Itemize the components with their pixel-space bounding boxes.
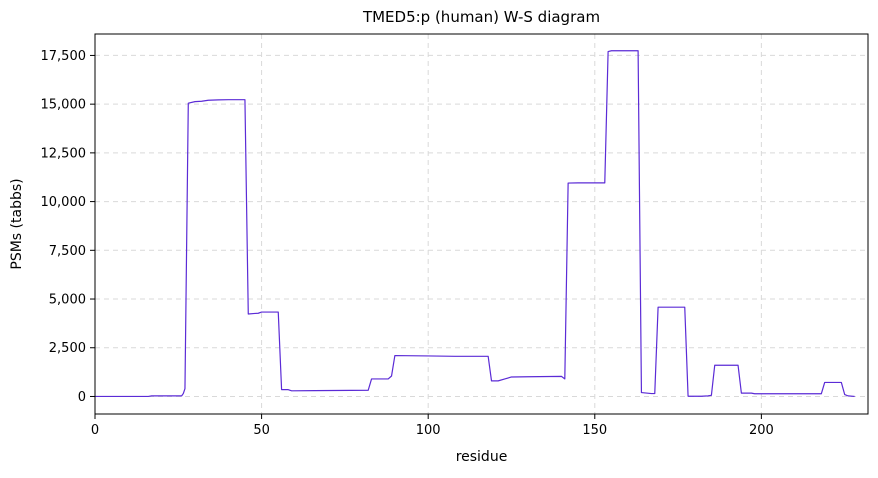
x-axis-label: residue xyxy=(456,449,508,465)
y-tick-label: 17,500 xyxy=(41,49,87,64)
y-tick-label: 5,000 xyxy=(49,293,86,308)
x-tick-label: 150 xyxy=(582,423,607,438)
y-tick-label: 7,500 xyxy=(49,244,86,259)
grid-lines xyxy=(94,34,868,414)
y-axis-label: PSMs (tabbs) xyxy=(9,178,25,269)
axis-ticks: 0 50 100 150 200 0 2,500 5,000 7,500 10,000 12,500… xyxy=(41,49,774,438)
plot-frame xyxy=(94,33,869,415)
series-line xyxy=(95,50,855,398)
y-tick-label: 0 xyxy=(78,390,86,405)
series-layer xyxy=(95,50,855,398)
x-tick-label: 50 xyxy=(253,423,270,438)
x-tick-label: 100 xyxy=(416,423,441,438)
y-tick-label: 12,500 xyxy=(41,146,87,161)
y-tick-label: 10,000 xyxy=(41,195,87,210)
y-tick-label: 15,000 xyxy=(41,98,87,113)
chart-title: TMED5:p (human) W-S diagram xyxy=(362,8,600,26)
x-tick-label: 200 xyxy=(749,423,774,438)
y-tick-label: 2,500 xyxy=(49,341,86,356)
x-tick-label: 0 xyxy=(91,423,99,438)
